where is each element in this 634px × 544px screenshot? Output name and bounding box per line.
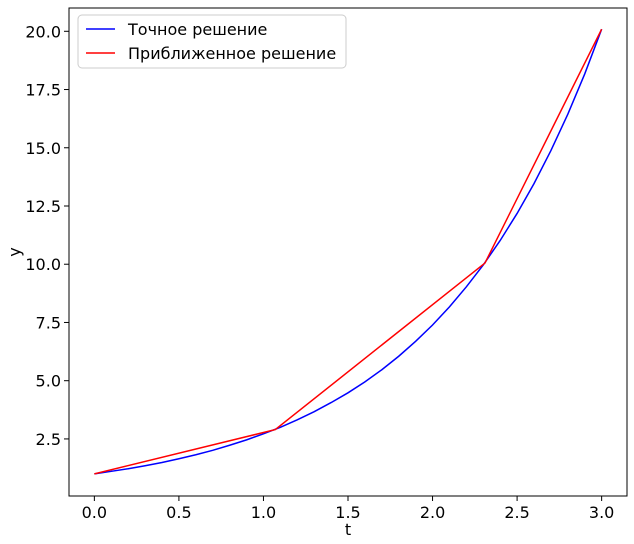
y-tick-label: 20.0 (25, 22, 61, 41)
y-tick-label: 10.0 (25, 255, 61, 274)
series-line-exact (94, 28, 603, 475)
legend-label-exact: Точное решение (127, 20, 267, 39)
x-axis-label: t (345, 520, 351, 539)
y-tick-label: 17.5 (25, 81, 61, 100)
y-tick-label: 7.5 (36, 313, 61, 332)
legend-label-approx: Приближенное решение (128, 44, 336, 63)
legend: Точное решение Приближенное решение (77, 14, 347, 69)
y-axis-label: y (5, 247, 24, 256)
plot-lines (94, 28, 603, 475)
x-axis-ticks: 0.0 0.5 1.0 1.5 2.0 2.5 3.0 (82, 496, 614, 522)
y-tick-label: 12.5 (25, 197, 61, 216)
y-axis-ticks: 2.5 5.0 7.5 10.0 12.5 15.0 17.5 20.0 (25, 22, 69, 449)
x-tick-label: 0.5 (166, 503, 191, 522)
y-tick-label: 2.5 (36, 430, 61, 449)
legend-box (77, 14, 347, 69)
series-line-approx (94, 28, 603, 475)
y-tick-label: 5.0 (36, 372, 61, 391)
x-tick-label: 3.0 (589, 503, 614, 522)
x-tick-label: 2.5 (504, 503, 529, 522)
x-tick-label: 0.0 (82, 503, 107, 522)
x-tick-label: 1.0 (251, 503, 276, 522)
x-tick-label: 1.5 (335, 503, 360, 522)
y-tick-label: 15.0 (25, 139, 61, 158)
plot-frame (68, 7, 628, 497)
x-tick-label: 2.0 (420, 503, 445, 522)
